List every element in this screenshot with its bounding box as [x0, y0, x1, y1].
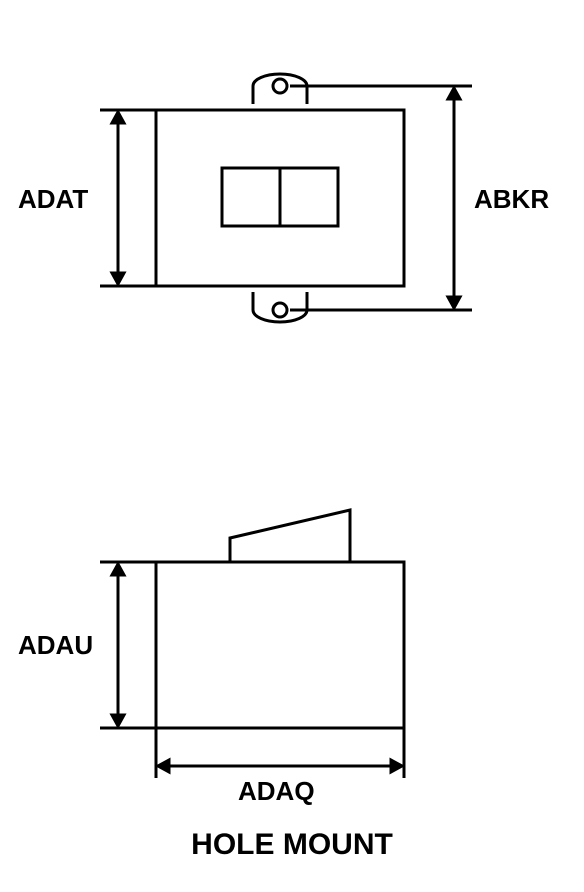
diagram-svg [0, 0, 584, 892]
diagram-title: HOLE MOUNT [0, 828, 584, 862]
label-abkr: ABKR [474, 184, 549, 215]
diagram-canvas: ADAT ABKR ADAU ADAQ HOLE MOUNT [0, 0, 584, 892]
label-adat: ADAT [18, 184, 88, 215]
label-adau: ADAU [18, 630, 93, 661]
label-adaq: ADAQ [238, 776, 315, 807]
